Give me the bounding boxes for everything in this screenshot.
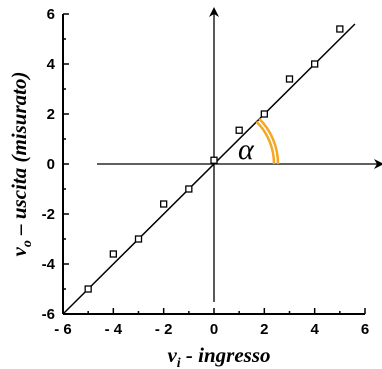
axis-titles: vi - ingresso vo – uscita (misurato) xyxy=(7,72,271,369)
data-point xyxy=(260,110,268,118)
y-tick-label: -2 xyxy=(42,206,55,223)
x-axis-title: vi - ingresso xyxy=(167,343,270,369)
x-tick-label: 6 xyxy=(361,321,369,338)
angle-label: α xyxy=(238,133,255,166)
y-tick-label: -4 xyxy=(42,256,56,273)
inner-axes xyxy=(97,7,382,302)
x-tick-label: - 2 xyxy=(155,321,173,338)
x-tick-label: 0 xyxy=(210,321,218,338)
data-point xyxy=(235,126,243,134)
plot-frame xyxy=(62,13,366,315)
y-axis-title: vo – uscita (misurato) xyxy=(7,72,35,257)
x-tick-labels: - 6 - 4 - 2 0 2 4 6 xyxy=(54,321,369,338)
x-tick-label: - 4 xyxy=(105,321,123,338)
fit-line xyxy=(62,23,356,315)
data-point xyxy=(336,25,344,33)
y-tick-label: 2 xyxy=(47,106,55,123)
fit-line-layer xyxy=(62,23,356,315)
angle-arc xyxy=(258,117,280,165)
angle-annotation: α xyxy=(238,117,280,166)
x-tick-label: 2 xyxy=(260,321,268,338)
x-tick-label: - 6 xyxy=(54,321,72,338)
y-tick-label: 0 xyxy=(47,156,55,173)
data-point xyxy=(185,185,193,193)
data-point xyxy=(160,200,168,208)
y-tick-label: 4 xyxy=(47,56,56,73)
data-point xyxy=(210,156,218,164)
data-points xyxy=(84,25,344,293)
y-tick-label: 6 xyxy=(47,6,55,23)
y-tick-labels: 6 4 2 0 -2 -4 -6 xyxy=(42,6,56,323)
angle-arc xyxy=(255,120,276,165)
data-point xyxy=(109,250,117,258)
x-tick-label: 4 xyxy=(310,321,319,338)
data-point xyxy=(285,75,294,83)
y-tick-label: -6 xyxy=(42,306,55,323)
data-point xyxy=(311,60,319,68)
data-point xyxy=(134,235,143,243)
data-point xyxy=(84,285,92,293)
